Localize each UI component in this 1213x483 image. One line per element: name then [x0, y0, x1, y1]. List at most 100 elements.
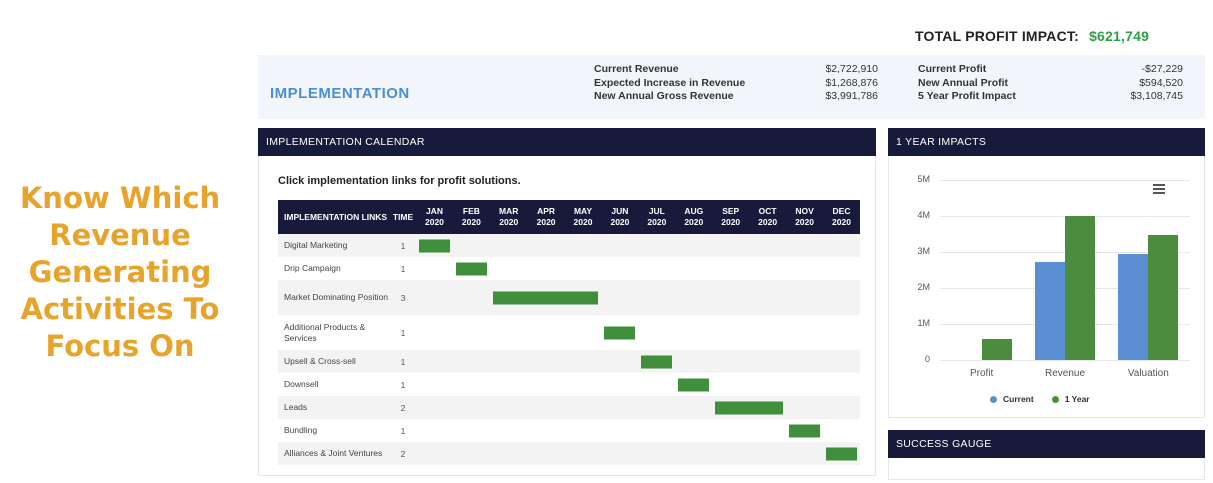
tagline-line: Activities To [20, 292, 220, 326]
total-profit-label: TOTAL PROFIT IMPACT: [915, 28, 1079, 44]
implementation-link[interactable]: Additional Products & Services [284, 321, 366, 343]
legend-item[interactable]: Current [990, 394, 1034, 404]
implementation-link[interactable]: Digital Marketing [278, 234, 390, 257]
month-year: 2020 [536, 217, 556, 227]
hamburger-menu-icon[interactable] [1153, 184, 1165, 196]
timeline-bar[interactable] [492, 291, 598, 304]
month-year: 2020 [647, 217, 667, 227]
legend-dot [990, 396, 997, 404]
implementation-time: 1 [390, 350, 416, 373]
month-year: 2020 [573, 217, 593, 227]
col-header-month: APR 2020 [527, 200, 565, 234]
col-header-links: IMPLEMENTATION LINKS [278, 200, 390, 234]
implementation-link[interactable]: Drip Campaign [284, 263, 341, 273]
calendar-panel-title: IMPLEMENTATION CALENDAR [266, 136, 425, 148]
timeline-bar[interactable] [604, 326, 635, 339]
calendar-row: Market Dominating Position 3 [278, 280, 860, 315]
tagline-line: Know Which [19, 181, 221, 215]
timeline-bar[interactable] [678, 378, 709, 391]
implementation-title: IMPLEMENTATION [270, 85, 410, 102]
timeline-cell [416, 234, 860, 257]
stat-value: $3,108,745 [1130, 90, 1183, 102]
col-header-month: FEB 2020 [452, 200, 490, 234]
timeline-bar[interactable] [789, 424, 820, 437]
stat-row: New Annual Gross Revenue $3,991,786 [594, 90, 878, 104]
tagline-line: Focus On [45, 329, 195, 363]
implementation-link[interactable]: Downsell [284, 379, 319, 389]
implementation-link[interactable]: Upsell & Cross-sell [278, 350, 390, 373]
timeline-bar[interactable] [826, 447, 857, 460]
profit-stats: Current Profit -$27,229 New Annual Profit $… [918, 63, 1183, 104]
bar-1-year [981, 338, 1012, 360]
revenue-stats: Current Revenue $2,722,910 Expected Increa… [594, 63, 878, 104]
timeline-cell [416, 257, 860, 280]
y-tick-label: 4M [917, 210, 930, 220]
stat-value: $3,991,786 [825, 90, 878, 102]
implementation-link[interactable]: Market Dominating Position [278, 280, 390, 315]
col-header-month: JUL 2020 [638, 200, 676, 234]
col-header-month: MAY 2020 [564, 200, 602, 234]
calendar-row: Additional Products & Services 1 [278, 315, 860, 350]
timeline-bar[interactable] [419, 239, 450, 252]
month-name: MAR [499, 206, 519, 216]
y-tick-label: 5M [917, 174, 930, 184]
implementation-link[interactable]: Leads [278, 396, 390, 419]
calendar-row: Drip Campaign 1 [278, 257, 860, 280]
success-panel [888, 458, 1205, 480]
impacts-panel-title: 1 YEAR IMPACTS [896, 136, 987, 148]
stat-row: 5 Year Profit Impact $3,108,745 [918, 90, 1183, 104]
bar-current [1035, 262, 1065, 360]
legend-item[interactable]: 1 Year [1051, 394, 1090, 404]
month-name: AUG [684, 206, 704, 216]
total-profit-value: $621,749 [1089, 28, 1150, 44]
calendar-row: Bundling 1 [278, 419, 860, 442]
implementation-time: 2 [390, 442, 416, 465]
stat-row: Current Revenue $2,722,910 [594, 63, 878, 77]
stat-label: Current Profit [918, 63, 987, 75]
col-header-month: JUN 2020 [601, 200, 639, 234]
legend-label: 1 Year [1064, 394, 1090, 404]
stat-label: 5 Year Profit Impact [918, 90, 1016, 102]
month-year: 2020 [684, 217, 704, 227]
timeline-bar[interactable] [455, 262, 487, 275]
success-panel-header: SUCCESS GAUGE [888, 430, 1205, 458]
stat-value: $2,722,910 [825, 63, 878, 75]
legend-label: Current [1003, 394, 1034, 404]
calendar-row: Alliances & Joint Ventures 2 [278, 442, 860, 465]
month-name: NOV [795, 206, 814, 216]
calendar-row: Leads 2 [278, 396, 860, 419]
timeline-cell [416, 350, 860, 373]
implementation-time: 2 [390, 396, 416, 419]
implementation-time: 1 [390, 234, 416, 257]
stat-value: -$27,229 [1141, 63, 1183, 75]
col-header-month: NOV 2020 [786, 200, 823, 234]
tagline-line: Generating [28, 255, 212, 289]
calendar-note: Click implementation links for profit so… [278, 175, 521, 187]
timeline-cell [416, 373, 860, 396]
month-name: JUN [611, 206, 629, 216]
bar-1-year [1148, 234, 1179, 360]
y-tick-label: 1M [917, 318, 930, 328]
tagline-line: Revenue [49, 218, 191, 252]
col-header-month: MAR 2020 [489, 200, 528, 234]
month-year: 2020 [758, 217, 778, 227]
implementation-link[interactable]: Bundling [284, 425, 318, 435]
timeline-bar[interactable] [714, 401, 783, 414]
impacts-panel-header: 1 YEAR IMPACTS [888, 128, 1205, 156]
month-name: JAN [425, 206, 443, 216]
col-header-month: AUG 2020 [675, 200, 713, 234]
legend-dot [1051, 396, 1059, 404]
month-year: 2020 [461, 217, 481, 227]
implementation-link[interactable]: Alliances & Joint Ventures [278, 442, 390, 465]
timeline-bar[interactable] [641, 355, 672, 368]
x-category-label: Revenue [1044, 368, 1086, 379]
x-category-label: Valuation [1127, 368, 1169, 379]
implementation-header-band [258, 55, 1205, 119]
month-year: 2020 [832, 217, 851, 227]
timeline-cell [416, 419, 860, 442]
stat-row: Current Profit -$27,229 [918, 63, 1183, 77]
col-header-month: SEP 2020 [712, 200, 750, 234]
month-name: SEP [722, 206, 740, 216]
month-name: OCT [758, 206, 777, 216]
month-name: MAY [573, 206, 593, 216]
